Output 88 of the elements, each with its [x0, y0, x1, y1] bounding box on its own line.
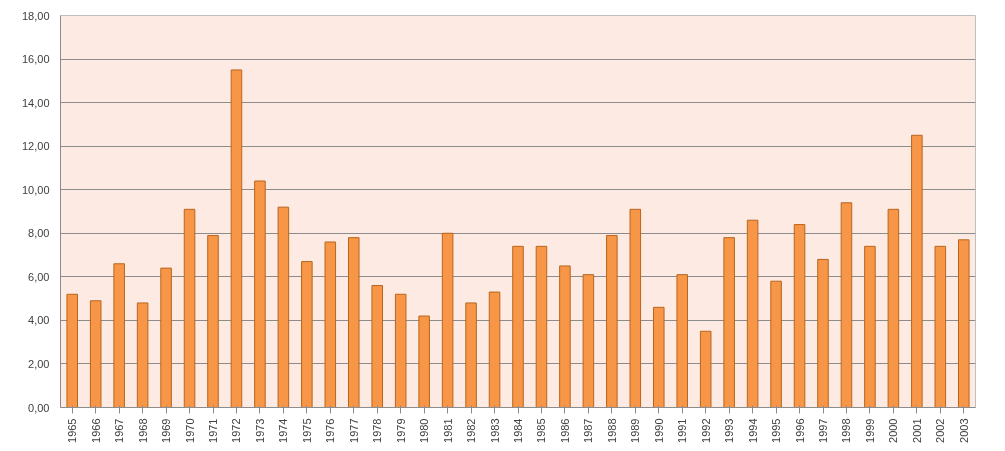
x-tick-label: 1986	[558, 418, 571, 443]
bar	[957, 239, 970, 408]
x-tick-label: 1980	[418, 418, 431, 443]
x-tick-label: 2001	[910, 418, 923, 443]
x-tick-label: 1995	[770, 418, 783, 443]
bar	[512, 245, 524, 408]
y-tick-label: 12,00	[21, 140, 50, 153]
bar	[911, 134, 923, 408]
x-tick-label: 1992	[699, 418, 712, 443]
bar	[840, 202, 853, 408]
x-tick-label: 1984	[512, 418, 524, 443]
bar	[559, 265, 571, 408]
x-tick-label: 1987	[582, 418, 595, 443]
bar	[418, 315, 430, 408]
x-tick-label: 1971	[207, 418, 219, 443]
bar	[746, 219, 759, 408]
bar	[324, 241, 337, 408]
bar	[723, 237, 735, 408]
x-tick-label: 1988	[605, 418, 618, 443]
bar	[817, 258, 829, 408]
x-tick-label: 1982	[465, 418, 478, 443]
bar	[465, 302, 477, 408]
bar	[606, 234, 618, 408]
bar	[230, 69, 243, 408]
bar	[113, 263, 125, 408]
x-tick-label: 2000	[887, 418, 900, 443]
bar	[699, 330, 712, 408]
bar	[89, 300, 102, 408]
x-tick-label: 1985	[535, 418, 548, 443]
bar	[652, 306, 665, 408]
x-tick-label: 1973	[253, 418, 266, 443]
bar	[66, 293, 79, 408]
x-tick-label: 1991	[676, 418, 689, 443]
x-tick-label: 1998	[840, 418, 853, 443]
x-tick-label: 1969	[160, 418, 173, 443]
bar	[254, 180, 266, 408]
x-tick-label: 1966	[89, 418, 102, 443]
bar	[488, 291, 501, 408]
x-tick-label: 1989	[629, 418, 642, 443]
x-tick-label: 1999	[863, 418, 876, 443]
x-tick-label: 1972	[230, 418, 243, 443]
x-tick-label: 1979	[394, 418, 407, 443]
bar	[136, 302, 149, 408]
bar	[207, 234, 219, 408]
y-tick-label: 6,00	[28, 270, 50, 283]
y-tick-label: 0,00	[28, 401, 50, 414]
x-tick-label: 1978	[371, 418, 384, 443]
bar	[394, 293, 407, 408]
x-tick-label: 1970	[183, 418, 196, 443]
bar	[277, 206, 290, 408]
x-tick-label: 1974	[277, 418, 290, 443]
x-tick-label: 1976	[324, 418, 337, 443]
bar	[887, 208, 900, 408]
x-tick-label: 1975	[300, 418, 313, 443]
bar	[770, 280, 782, 408]
bar	[582, 274, 595, 408]
x-tick-label: 1968	[136, 418, 149, 443]
x-tick-label: 1990	[652, 418, 665, 443]
x-tick-label: 1977	[347, 418, 360, 443]
bar	[347, 237, 360, 408]
bar	[371, 285, 384, 408]
bar	[864, 245, 876, 408]
bar	[629, 208, 642, 408]
x-tick-label: 2002	[934, 418, 947, 443]
x-tick-label: 1983	[488, 418, 501, 443]
x-tick-label: 1981	[441, 418, 454, 443]
x-tick-label: 1994	[746, 418, 759, 443]
bar	[934, 245, 947, 408]
x-tick-label: 2003	[957, 418, 970, 443]
y-tick-label: 16,00	[21, 53, 50, 66]
y-tick-label: 2,00	[28, 357, 50, 370]
y-tick-label: 4,00	[28, 314, 50, 327]
y-tick-label: 14,00	[21, 96, 50, 109]
y-tick-label: 10,00	[21, 183, 50, 196]
x-tick-label: 1993	[723, 418, 736, 443]
x-tick-label: 1965	[66, 418, 79, 443]
bar	[160, 267, 172, 408]
bar	[793, 224, 806, 408]
x-tick-label: 1996	[793, 418, 806, 443]
bar	[441, 232, 454, 408]
x-tick-label: 1997	[817, 418, 829, 443]
bar	[183, 208, 196, 408]
bar	[676, 274, 689, 408]
bar	[535, 245, 548, 408]
x-tick-label: 1967	[113, 418, 126, 443]
y-tick-label: 8,00	[28, 227, 50, 240]
y-tick-label: 18,00	[21, 9, 50, 22]
bar	[301, 261, 313, 408]
